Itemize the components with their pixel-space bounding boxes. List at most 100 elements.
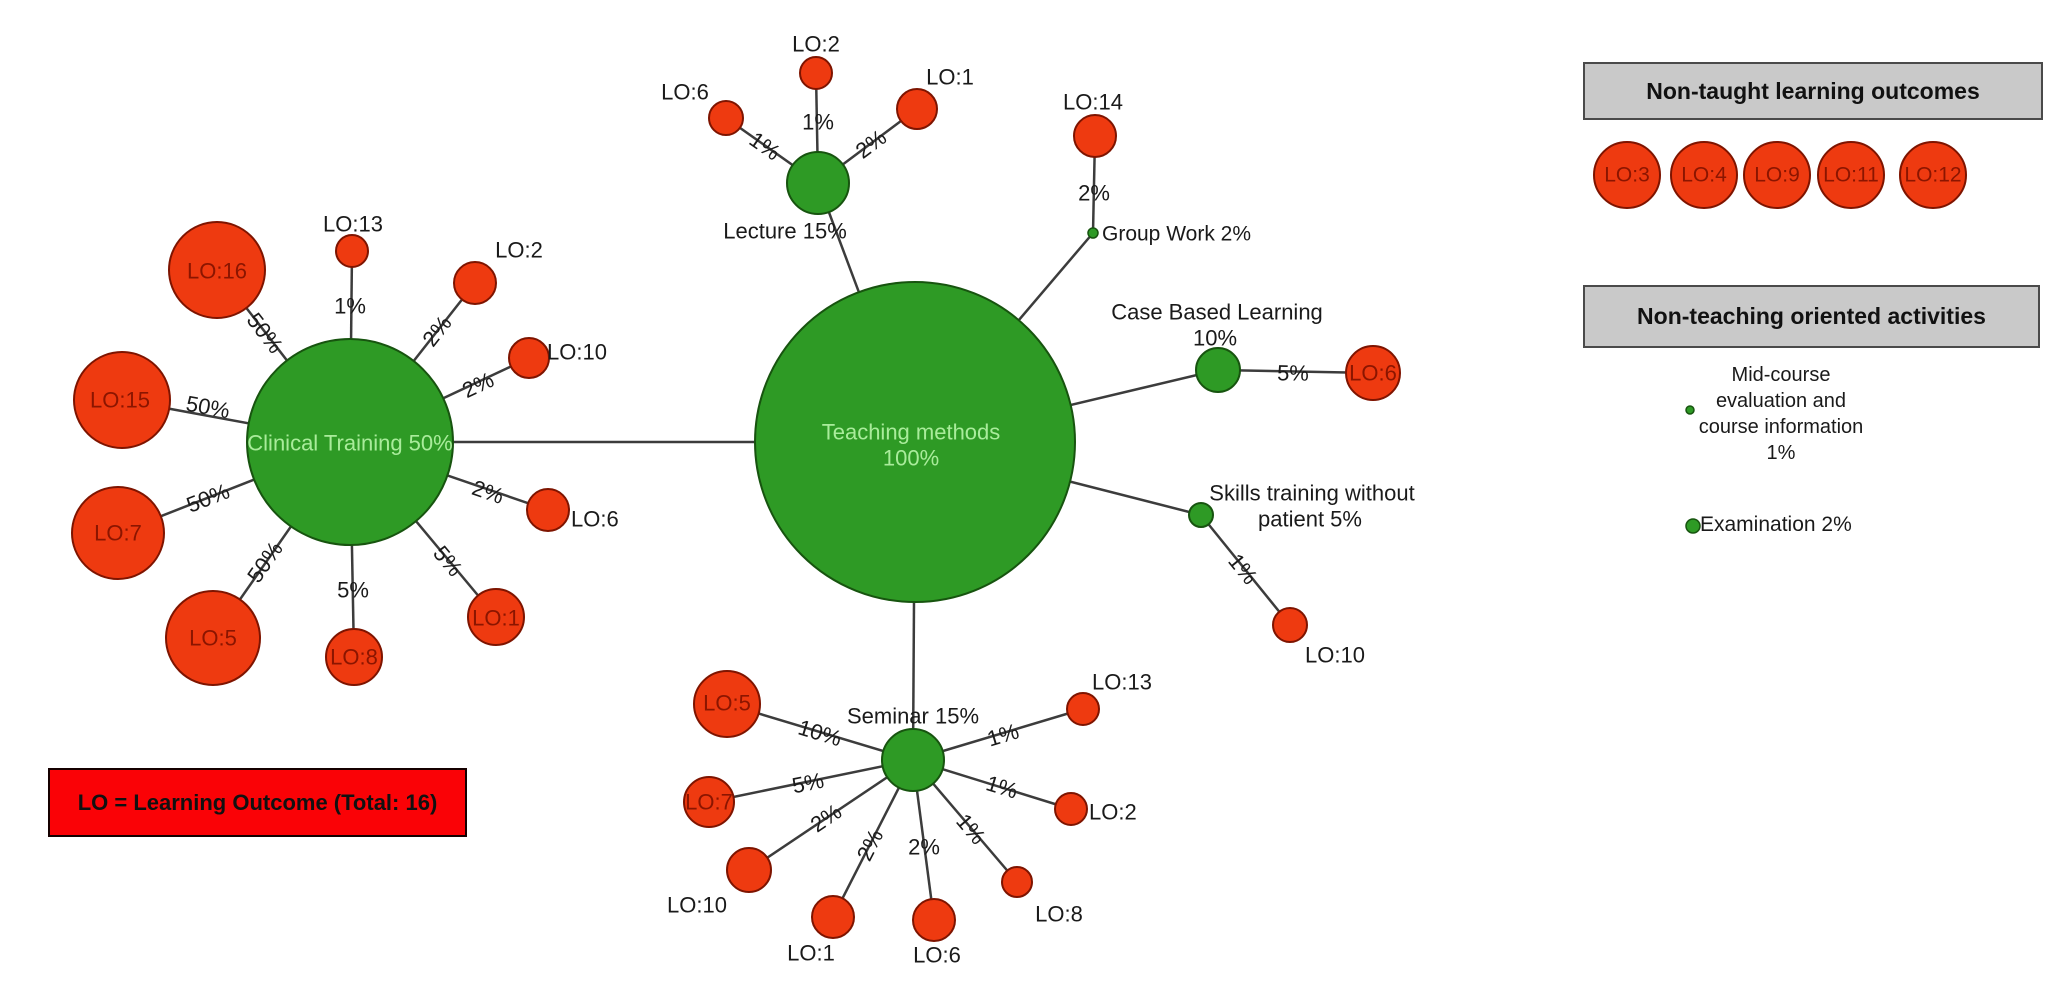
mid-course-line-2: evaluation and — [1715, 390, 1847, 412]
label-clo1-0: LO:1 — [472, 606, 520, 631]
label-clinical-0: Clinical Training 50% — [247, 431, 452, 456]
edge-label-clinical-clo15: 50% — [184, 391, 232, 424]
node-clo1 — [467, 588, 525, 646]
edge-label-seminar-slo6: 2% — [908, 835, 940, 860]
label-groupdot-0: Group Work 2% — [1102, 223, 1251, 246]
label-skills-1: patient 5% — [1258, 507, 1362, 532]
node-groupdot — [1087, 227, 1099, 239]
node-clo10 — [508, 337, 550, 379]
legend-non-teaching-header: Non-teaching oriented activities — [1583, 285, 2040, 348]
edge-label-seminar-slo13: 1% — [984, 718, 1022, 751]
node-slo8 — [1001, 866, 1033, 898]
label-slo13-0: LO:13 — [1092, 670, 1152, 695]
label-lo14-0: LO:14 — [1063, 90, 1123, 115]
label-llo1-0: LO:1 — [926, 65, 974, 90]
label-llo2-0: LO:2 — [792, 32, 840, 57]
label-skills-0: Skills training without — [1209, 481, 1414, 506]
label-glo9-0: LO:9 — [1754, 164, 1800, 187]
edge-label-clinical-clo16: 50% — [242, 308, 289, 358]
node-skills — [1188, 502, 1214, 528]
edge-label-clinical-clo6: 2% — [469, 475, 507, 509]
mid-course-line-3: course information — [1698, 416, 1864, 438]
node-clo16 — [168, 221, 266, 319]
edge-label-seminar-slo5: 10% — [795, 715, 844, 752]
node-skillslo10 — [1272, 607, 1308, 643]
node-slo1 — [811, 895, 855, 939]
label-clo6-0: LO:6 — [571, 507, 619, 532]
node-glo11 — [1817, 141, 1885, 209]
node-slo13 — [1066, 692, 1100, 726]
node-clo8 — [325, 628, 383, 686]
label-slo5-0: LO:5 — [703, 691, 751, 716]
mid-course-line-4: 1% — [1766, 442, 1796, 464]
label-clo15-0: LO:15 — [90, 388, 150, 413]
label-case-1: 10% — [1193, 326, 1237, 351]
node-layer — [71, 56, 1967, 942]
node-case — [1195, 347, 1241, 393]
node-caselo6 — [1345, 345, 1401, 401]
node-clo6 — [526, 488, 570, 532]
edge-label-clinical-clo13: 1% — [334, 294, 366, 319]
label-caselo6-0: LO:6 — [1349, 361, 1397, 386]
edge-label-seminar-slo2: 1% — [983, 770, 1021, 803]
edge-label-clinical-clo10: 2% — [458, 367, 497, 403]
node-lecture — [786, 151, 850, 215]
node-slo5 — [693, 670, 761, 738]
label-slo7-0: LO:7 — [685, 790, 733, 815]
examination-label: Examination 2% — [1700, 513, 1852, 536]
node-clo7 — [71, 486, 165, 580]
label-clo10-0: LO:10 — [547, 340, 607, 365]
node-clo15 — [73, 351, 171, 449]
node-middot — [1685, 405, 1695, 415]
edge-seminar-slo10 — [748, 758, 914, 872]
label-layer: 2%5%1%1%1%2%50%1%2%2%50%50%50%5%5%2%10%5… — [90, 32, 1962, 968]
label-clo5-0: LO:5 — [189, 626, 237, 651]
label-glo11-0: LO:11 — [1823, 164, 1879, 187]
label-lecture-0: Lecture 15% — [723, 219, 847, 244]
edge-label-clinical-clo7: 50% — [183, 478, 233, 517]
label-llo6-0: LO:6 — [661, 80, 709, 105]
label-slo10-0: LO:10 — [667, 893, 727, 918]
edge-label-seminar-slo10: 2% — [806, 799, 846, 837]
label-glo12-0: LO:12 — [1904, 164, 1961, 187]
edge-label-lecture-llo1: 2% — [851, 124, 891, 163]
edge-seminar-slo7 — [708, 758, 914, 804]
node-slo6 — [912, 898, 956, 942]
node-slo2 — [1054, 792, 1088, 826]
label-slo6-0: LO:6 — [913, 943, 961, 968]
label-clo2-0: LO:2 — [495, 238, 543, 263]
node-glo9 — [1743, 141, 1811, 209]
label-slo1-0: LO:1 — [787, 941, 835, 966]
label-clo7-0: LO:7 — [94, 521, 142, 546]
edge-label-groupdot-lo14: 2% — [1078, 181, 1110, 206]
edge-label-case-caselo6: 5% — [1277, 360, 1309, 386]
label-glo3-0: LO:3 — [1604, 164, 1650, 187]
node-glo4 — [1670, 141, 1738, 209]
edge-label-lecture-llo2: 1% — [802, 110, 834, 135]
node-clo5 — [165, 590, 261, 686]
label-clo13-0: LO:13 — [323, 212, 383, 237]
node-glo12 — [1899, 141, 1967, 209]
node-slo10 — [726, 847, 772, 893]
edge-label-lecture-llo6: 1% — [745, 127, 785, 166]
node-llo6 — [708, 100, 744, 136]
label-clo16-0: LO:16 — [187, 259, 247, 284]
mid-course-evaluation-label: Mid-course evaluation and course informa… — [1651, 362, 1911, 466]
edge-label-clinical-clo8: 5% — [337, 578, 369, 603]
label-glo4-0: LO:4 — [1681, 164, 1727, 187]
label-teaching-0: Teaching methods — [822, 420, 1001, 445]
edge-skills-skillslo10 — [1200, 514, 1291, 626]
node-clinical — [246, 338, 454, 546]
label-teaching-1: 100% — [883, 446, 939, 471]
learning-outcome-key-box: LO = Learning Outcome (Total: 16) — [48, 768, 467, 837]
node-slo7 — [683, 776, 735, 828]
node-llo1 — [896, 88, 938, 130]
node-llo2 — [799, 56, 833, 90]
node-clo13 — [335, 234, 369, 268]
mid-course-line-1: Mid-course — [1731, 364, 1831, 386]
edge-label-clinical-clo2: 2% — [417, 311, 456, 351]
legend-non-taught-header: Non-taught learning outcomes — [1583, 62, 2043, 120]
label-case-0: Case Based Learning — [1111, 300, 1323, 325]
